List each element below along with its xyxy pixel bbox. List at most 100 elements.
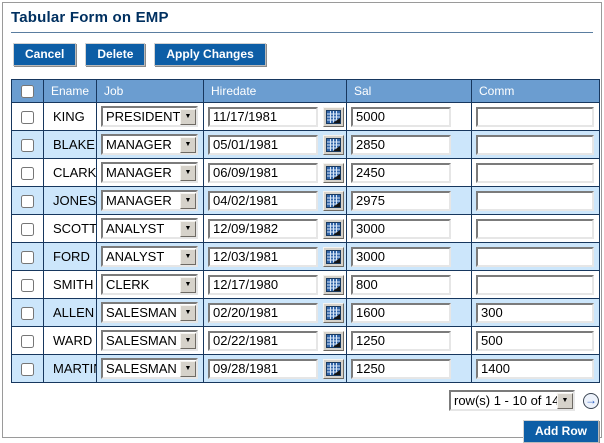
sal-cell	[346, 298, 472, 327]
job-cell: ANALYST ▼	[96, 214, 204, 243]
job-select-value: MANAGER	[106, 137, 172, 152]
column-header-job: Job	[96, 79, 204, 103]
calendar-picker-button[interactable]	[322, 106, 344, 127]
calendar-picker-button[interactable]	[322, 134, 344, 155]
comm-input[interactable]	[476, 218, 594, 239]
hiredate-input[interactable]	[208, 358, 318, 379]
sal-input[interactable]	[351, 302, 451, 323]
row-select-checkbox[interactable]	[21, 279, 34, 293]
hiredate-input[interactable]	[208, 190, 318, 211]
row-select-checkbox[interactable]	[21, 251, 34, 265]
row-select-cell	[11, 186, 44, 215]
job-select[interactable]: SALESMAN ▼	[101, 330, 198, 351]
sal-input[interactable]	[351, 134, 451, 155]
job-select[interactable]: PRESIDENT ▼	[101, 106, 198, 127]
column-header-sal: Sal	[346, 79, 472, 103]
calendar-picker-button[interactable]	[322, 190, 344, 211]
job-cell: SALESMAN ▼	[96, 326, 204, 355]
sal-input[interactable]	[351, 274, 451, 295]
comm-input[interactable]	[476, 190, 594, 211]
comm-input[interactable]	[476, 106, 594, 127]
hiredate-cell	[203, 186, 347, 215]
job-select-value: ANALYST	[106, 249, 165, 264]
calendar-picker-button[interactable]	[322, 162, 344, 183]
hiredate-input[interactable]	[208, 218, 318, 239]
sal-input[interactable]	[351, 330, 451, 351]
comm-input[interactable]	[476, 134, 594, 155]
hiredate-cell	[203, 130, 347, 159]
apply-changes-button[interactable]: Apply Changes	[154, 43, 266, 66]
row-select-checkbox[interactable]	[21, 167, 34, 181]
ename-cell: KING	[43, 102, 97, 131]
calendar-icon	[325, 249, 341, 264]
sal-cell	[346, 130, 472, 159]
hiredate-input[interactable]	[208, 246, 318, 267]
add-row-button[interactable]: Add Row	[523, 420, 599, 443]
job-select[interactable]: ANALYST ▼	[101, 218, 198, 239]
row-select-checkbox[interactable]	[21, 111, 34, 125]
calendar-picker-button[interactable]	[322, 246, 344, 267]
sal-cell	[346, 270, 472, 299]
sal-cell	[346, 158, 472, 187]
hiredate-input[interactable]	[208, 302, 318, 323]
calendar-picker-button[interactable]	[322, 274, 344, 295]
next-page-icon[interactable]: →	[583, 392, 599, 409]
comm-cell	[471, 354, 600, 383]
pagination-range-select[interactable]: row(s) 1 - 10 of 14 ▼	[449, 390, 575, 411]
sal-input[interactable]	[351, 106, 451, 127]
ename-cell: ALLEN	[43, 298, 97, 327]
job-select[interactable]: MANAGER ▼	[101, 134, 198, 155]
row-select-checkbox[interactable]	[21, 335, 34, 349]
comm-input[interactable]	[476, 246, 594, 267]
hiredate-input[interactable]	[208, 134, 318, 155]
job-select[interactable]: MANAGER ▼	[101, 162, 198, 183]
hiredate-input[interactable]	[208, 106, 318, 127]
ename-cell: CLARK	[43, 158, 97, 187]
job-select[interactable]: SALESMAN ▼	[101, 358, 198, 379]
ename-cell: FORD	[43, 242, 97, 271]
comm-input[interactable]	[476, 162, 594, 183]
pagination-range-label: row(s) 1 - 10 of 14	[454, 393, 557, 408]
hiredate-cell	[203, 214, 347, 243]
row-select-checkbox[interactable]	[21, 139, 34, 153]
comm-input[interactable]	[476, 302, 594, 323]
footer: Add Row	[11, 420, 599, 443]
calendar-picker-button[interactable]	[322, 218, 344, 239]
job-select[interactable]: CLERK ▼	[101, 274, 198, 295]
comm-cell	[471, 326, 600, 355]
job-select[interactable]: SALESMAN ▼	[101, 302, 198, 323]
job-select[interactable]: ANALYST ▼	[101, 246, 198, 267]
table-row: MARTIN SALESMAN ▼	[11, 354, 600, 383]
comm-cell	[471, 102, 600, 131]
table-body: KING PRESIDENT ▼	[11, 102, 600, 383]
row-select-checkbox[interactable]	[21, 195, 34, 209]
job-cell: MANAGER ▼	[96, 158, 204, 187]
sal-input[interactable]	[351, 358, 451, 379]
chevron-down-icon: ▼	[180, 136, 196, 153]
job-select[interactable]: MANAGER ▼	[101, 190, 198, 211]
calendar-picker-button[interactable]	[322, 302, 344, 323]
calendar-icon	[325, 361, 341, 376]
cancel-button[interactable]: Cancel	[13, 43, 77, 66]
job-cell: MANAGER ▼	[96, 186, 204, 215]
hiredate-input[interactable]	[208, 330, 318, 351]
hiredate-cell	[203, 298, 347, 327]
select-all-checkbox[interactable]	[21, 85, 34, 99]
comm-input[interactable]	[476, 358, 594, 379]
calendar-picker-button[interactable]	[322, 330, 344, 351]
delete-button[interactable]: Delete	[85, 43, 146, 66]
sal-input[interactable]	[351, 246, 451, 267]
row-select-checkbox[interactable]	[21, 363, 34, 377]
comm-input[interactable]	[476, 330, 594, 351]
row-select-checkbox[interactable]	[21, 223, 34, 237]
hiredate-input[interactable]	[208, 162, 318, 183]
sal-input[interactable]	[351, 218, 451, 239]
table-row: KING PRESIDENT ▼	[11, 102, 600, 131]
comm-cell	[471, 158, 600, 187]
hiredate-input[interactable]	[208, 274, 318, 295]
row-select-checkbox[interactable]	[21, 307, 34, 321]
calendar-picker-button[interactable]	[322, 358, 344, 379]
sal-input[interactable]	[351, 190, 451, 211]
comm-input[interactable]	[476, 274, 594, 295]
sal-input[interactable]	[351, 162, 451, 183]
